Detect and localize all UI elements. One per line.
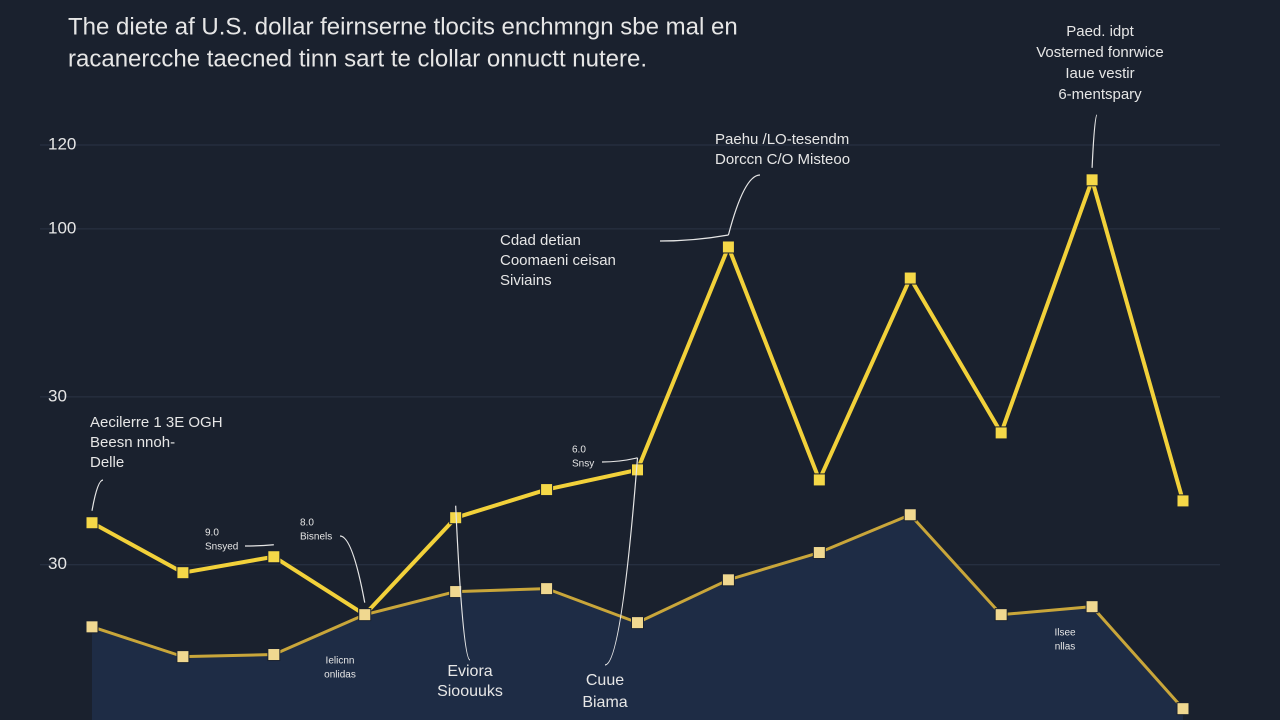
point xyxy=(540,582,554,596)
point xyxy=(1176,494,1190,508)
annotation: Aecilerre 1 3E OGH xyxy=(90,414,223,431)
annotation-arrow xyxy=(604,457,639,666)
annotation-arrow xyxy=(1091,114,1098,168)
annotation: 8.0 xyxy=(300,518,314,529)
point xyxy=(994,426,1008,440)
point xyxy=(85,516,99,530)
annotation: Ielicnn xyxy=(326,656,355,667)
annotation: onlidas xyxy=(324,670,356,681)
annotation: Ilsee xyxy=(1054,628,1076,639)
point xyxy=(540,483,554,497)
annotation: Sioouuks xyxy=(437,683,503,700)
annotation: Cdad detian xyxy=(500,232,581,249)
annotation-arrow xyxy=(244,544,274,547)
annotation: Siviains xyxy=(500,272,552,289)
annotation: Eviora xyxy=(447,663,492,680)
annotation: nllas xyxy=(1055,642,1076,653)
annotation: Delle xyxy=(90,454,124,471)
chart-title: The diete af U.S. dollar feirnserne tloc… xyxy=(68,13,738,40)
point xyxy=(994,608,1008,622)
annotation: Snsyed xyxy=(205,542,238,553)
point xyxy=(631,463,644,477)
point xyxy=(812,546,826,560)
point xyxy=(267,648,281,662)
annotation: Snsy xyxy=(572,459,594,470)
annotation: Biama xyxy=(582,694,627,711)
chart-title: racanercche taecned tinn sart te clollar… xyxy=(68,45,647,72)
annotation: Cuue xyxy=(586,672,624,689)
y-tick-label: 30 xyxy=(48,386,67,405)
annotation: Iaue vestir xyxy=(1065,65,1134,82)
point xyxy=(1085,600,1099,614)
point xyxy=(1085,173,1099,187)
y-tick-label: 120 xyxy=(48,134,76,153)
point xyxy=(812,473,826,487)
annotation: Vosterned fonrwice xyxy=(1036,44,1164,61)
point xyxy=(449,585,463,599)
annotation-arrow xyxy=(727,174,761,236)
annotation: 9.0 xyxy=(205,528,219,539)
point xyxy=(903,508,917,522)
y-tick-label: 30 xyxy=(48,554,67,573)
point xyxy=(631,616,644,630)
annotation: Paed. idpt xyxy=(1066,23,1134,40)
point xyxy=(1176,702,1190,716)
point xyxy=(85,620,99,634)
area xyxy=(92,514,1183,720)
point xyxy=(176,566,190,580)
annotation-arrow xyxy=(659,234,729,242)
annotation: Coomaeni ceisan xyxy=(500,252,616,269)
annotation-arrow xyxy=(339,535,366,603)
annotation: Beesn nnoh- xyxy=(90,434,175,451)
annotation: Dorccn C/O Misteoo xyxy=(715,151,850,168)
point xyxy=(903,271,917,285)
annotation-arrow xyxy=(91,479,104,511)
annotation: Bisnels xyxy=(300,532,332,543)
point xyxy=(721,240,735,254)
point xyxy=(267,550,281,564)
point xyxy=(176,650,190,664)
annotation-arrow xyxy=(601,457,638,463)
annotation-arrow xyxy=(455,505,471,661)
annotation: Paehu /LO-tesendm xyxy=(715,131,849,148)
annotation: 6-mentspary xyxy=(1058,86,1142,103)
point xyxy=(721,573,735,587)
annotation: 6.0 xyxy=(572,445,586,456)
y-tick-label: 100 xyxy=(48,218,76,237)
point xyxy=(358,608,372,622)
